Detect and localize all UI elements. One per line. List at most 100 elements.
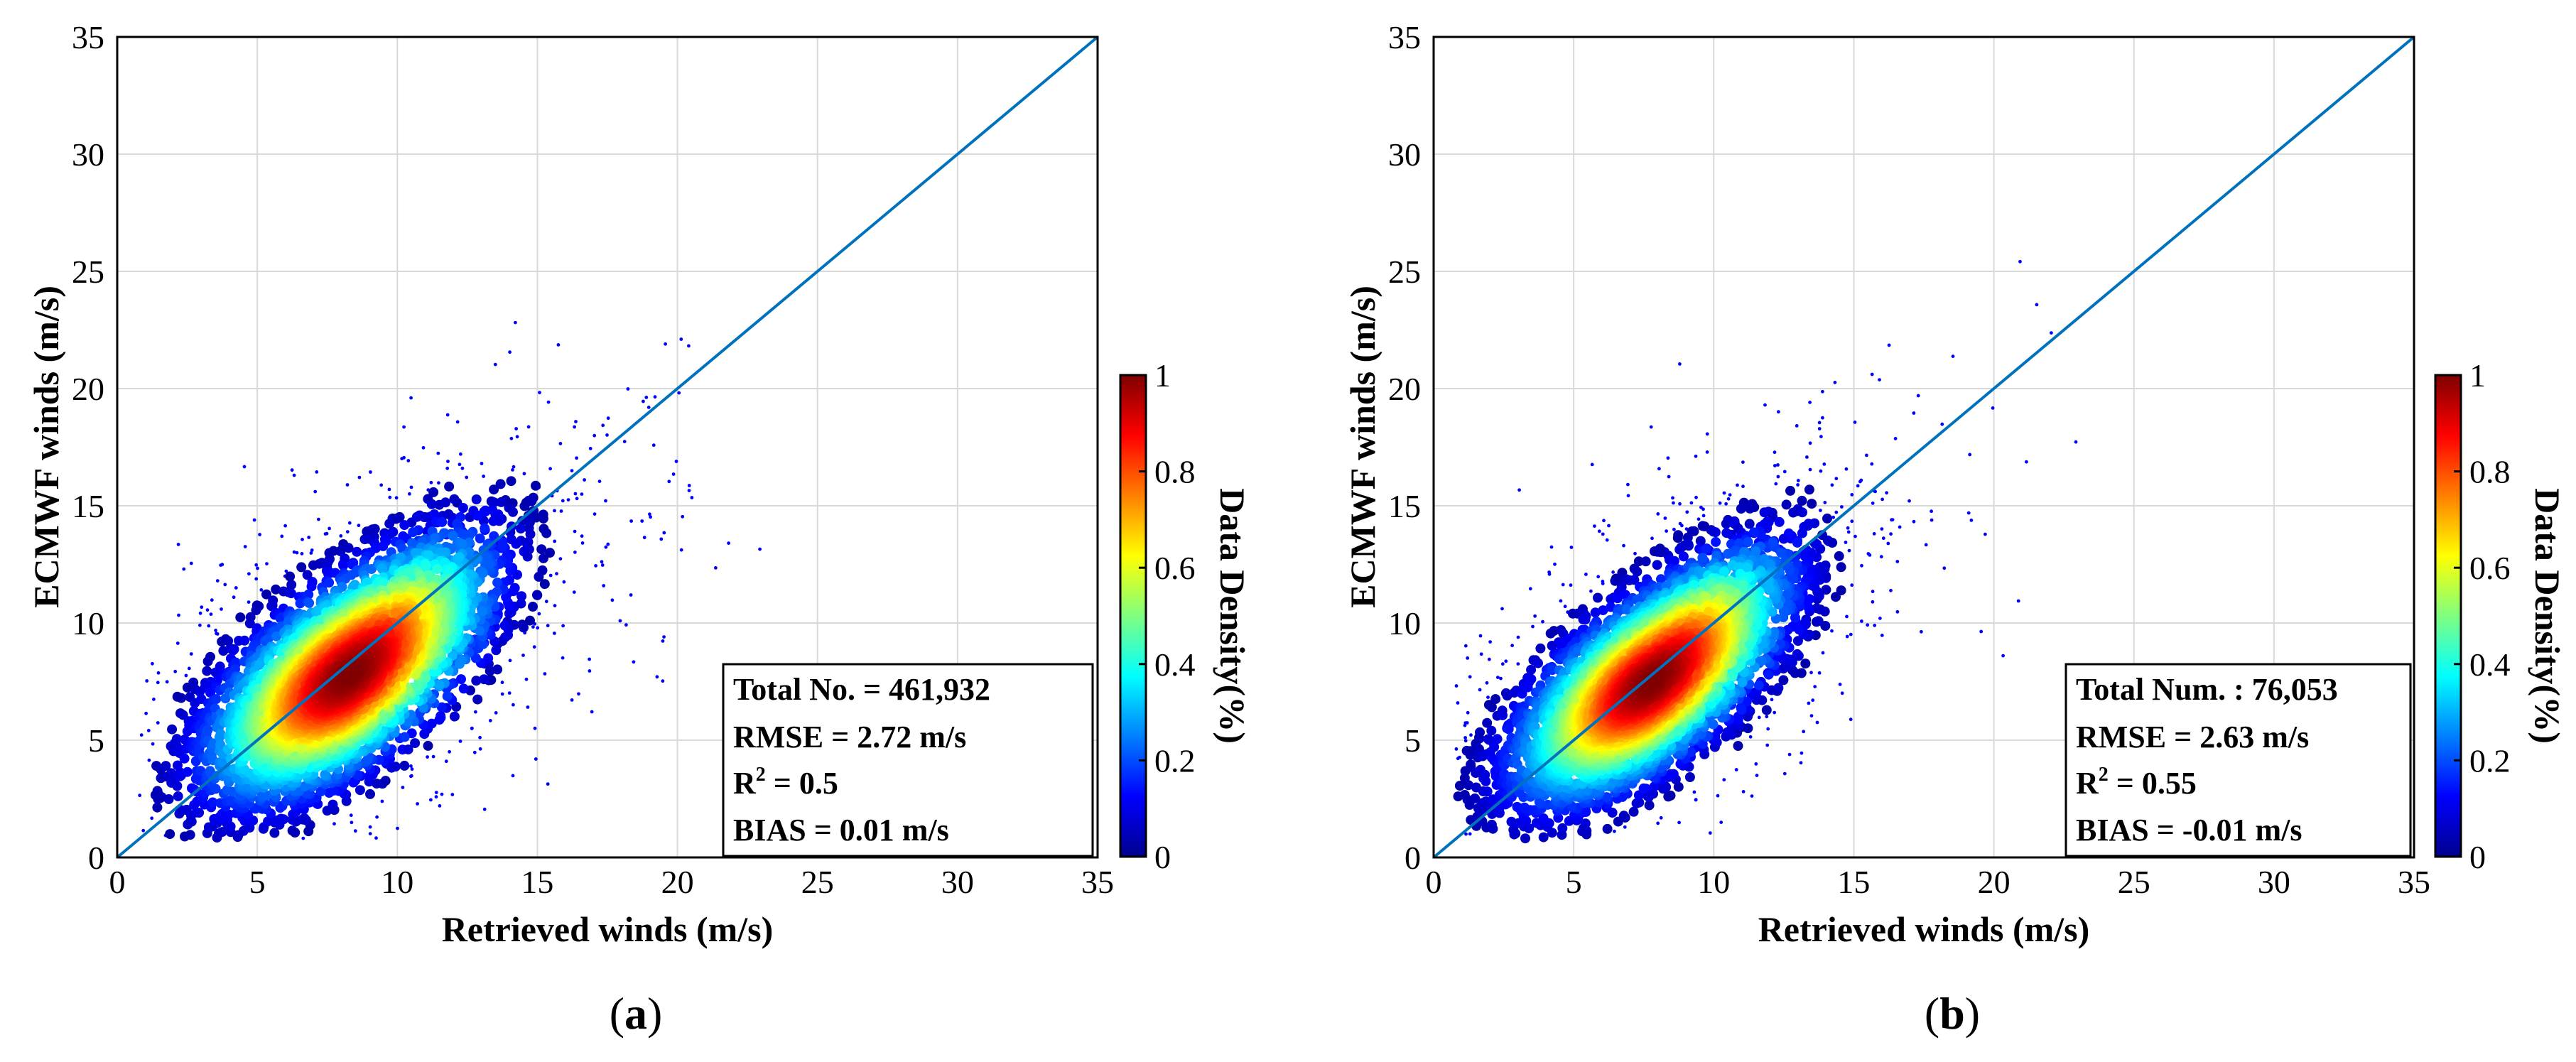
scatter-point (165, 829, 175, 840)
scatter-point (292, 473, 296, 477)
scatter-point (145, 679, 149, 683)
scatter-point (202, 666, 212, 676)
scatter-point (477, 639, 488, 649)
scatter-point (651, 443, 656, 448)
scatter-point (573, 529, 577, 533)
scatter-point (488, 719, 492, 722)
scatter-point (259, 588, 264, 592)
scatter-point (408, 527, 418, 538)
scatter-point (519, 546, 529, 557)
scatter-point (573, 425, 576, 429)
scatter-point (588, 447, 592, 450)
scatter-point (189, 561, 193, 565)
scatter-point (480, 523, 490, 533)
scatter-point (437, 516, 448, 527)
scatter-point (254, 577, 259, 581)
scatter-point (414, 510, 425, 521)
scatter-point (220, 607, 223, 611)
scatter-point (553, 604, 557, 607)
scatter-point (434, 795, 438, 799)
scatter-point (501, 592, 512, 602)
scatter-point (325, 531, 329, 536)
scatter-point (300, 552, 304, 556)
scatter-point (505, 565, 516, 576)
scatter-point (338, 560, 349, 571)
scatter-point (343, 543, 354, 553)
scatter-point (494, 711, 498, 715)
scatter-point (320, 769, 330, 780)
scatter-point (431, 754, 435, 759)
scatter-point (526, 425, 531, 429)
scatter-point (284, 569, 288, 573)
scatter-point (220, 563, 224, 567)
scatter-point (629, 593, 633, 597)
scatter-point (548, 573, 553, 578)
scatter-point (553, 509, 556, 513)
scatter-point (474, 710, 477, 714)
scatter-point (632, 660, 636, 664)
scatter-point (306, 581, 317, 592)
scatter-point (399, 520, 410, 531)
scatter-point (258, 533, 261, 536)
scatter-point (430, 533, 440, 543)
scatter-point (444, 481, 455, 492)
scatter-point (202, 725, 213, 735)
scatter-point (152, 698, 156, 701)
scatter-point (374, 836, 378, 840)
scatter-point (296, 562, 307, 573)
scatter-point (546, 782, 550, 786)
scatter-point (177, 613, 180, 617)
scatter-point (662, 635, 666, 639)
scatter-point (435, 712, 446, 723)
scatter-point (350, 567, 361, 578)
scatter-point (388, 495, 392, 499)
scatter-point (528, 602, 538, 612)
scatter-point (640, 519, 644, 523)
scatter-point (328, 799, 338, 810)
scatter-point (357, 475, 362, 479)
scatter-point (440, 792, 444, 796)
scatter-point (402, 455, 406, 460)
scatter-point (459, 452, 462, 456)
scatter-point (690, 496, 694, 499)
scatter-point (514, 320, 517, 325)
scatter-point (478, 735, 482, 739)
scatter-point (345, 483, 350, 487)
scatter-point (588, 669, 592, 673)
scatter-point (523, 511, 534, 521)
scatter-point (161, 761, 171, 771)
scatter-point (489, 497, 499, 508)
scatter-point (687, 344, 691, 348)
scatter-point (446, 460, 450, 463)
scatter-point (271, 631, 281, 641)
scatter-point (480, 462, 484, 465)
scatter-point (661, 639, 665, 643)
scatter-point (458, 683, 469, 694)
scatter-point (482, 475, 485, 478)
scatter-point (167, 724, 178, 735)
scatter-point (254, 563, 259, 567)
scatter-point (522, 472, 526, 476)
scatter-point (533, 726, 537, 730)
scatter-point (182, 766, 193, 777)
scatter-point (429, 798, 433, 802)
scatter-point (315, 786, 326, 797)
scatter-point (492, 664, 503, 675)
scatter-point (347, 521, 352, 525)
scatter-point (313, 489, 318, 494)
scatter-point (299, 781, 310, 791)
scatter-point (310, 548, 314, 552)
scatter-point (215, 632, 220, 636)
scatter-point (209, 612, 213, 616)
scatter-point (198, 611, 202, 615)
scatter-point (244, 618, 255, 629)
scatter-point (205, 608, 210, 612)
scatter-point (190, 756, 201, 766)
scatter-point (369, 470, 372, 474)
scatter-point (242, 465, 247, 469)
scatter-point (519, 622, 529, 633)
scatter-point (223, 583, 227, 587)
scatter-point (457, 538, 467, 549)
scatter-point (601, 423, 605, 428)
